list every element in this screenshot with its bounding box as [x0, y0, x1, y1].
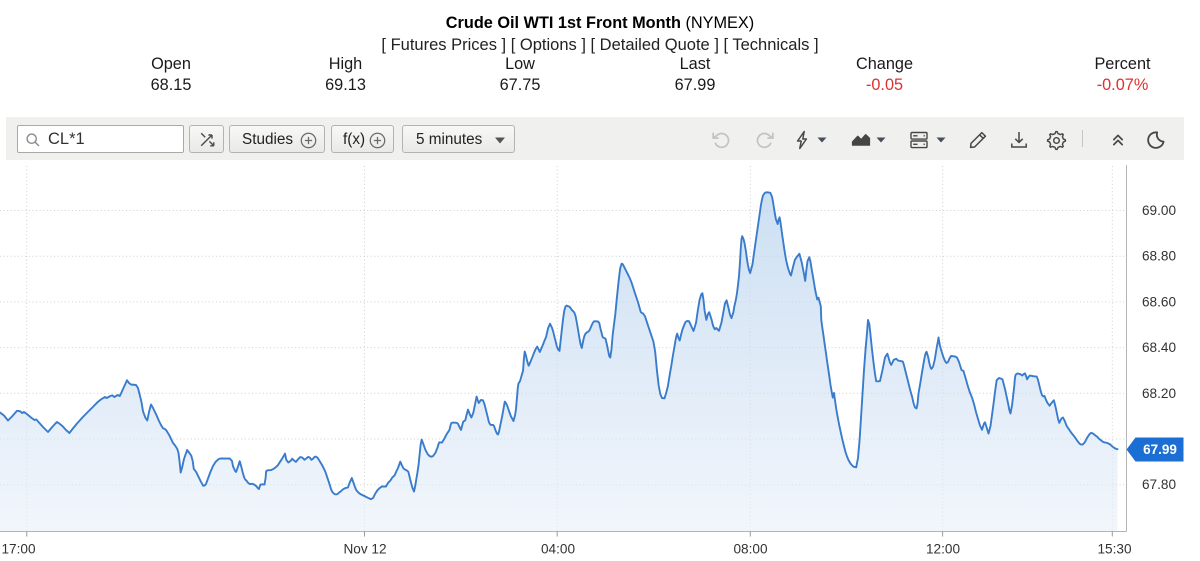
svg-text:67.80: 67.80	[1142, 477, 1176, 492]
svg-text:68.20: 68.20	[1142, 386, 1176, 401]
svg-text:17:00: 17:00	[1, 542, 35, 557]
svg-text:67.99: 67.99	[1143, 442, 1177, 457]
svg-text:15:30: 15:30	[1097, 542, 1131, 557]
svg-text:04:00: 04:00	[541, 542, 575, 557]
svg-text:68.80: 68.80	[1142, 249, 1176, 264]
svg-text:68.60: 68.60	[1142, 294, 1176, 309]
svg-text:68.40: 68.40	[1142, 340, 1176, 355]
svg-text:69.00: 69.00	[1142, 203, 1176, 218]
svg-text:08:00: 08:00	[733, 542, 767, 557]
svg-text:12:00: 12:00	[926, 542, 960, 557]
svg-text:Nov 12: Nov 12	[343, 542, 386, 557]
